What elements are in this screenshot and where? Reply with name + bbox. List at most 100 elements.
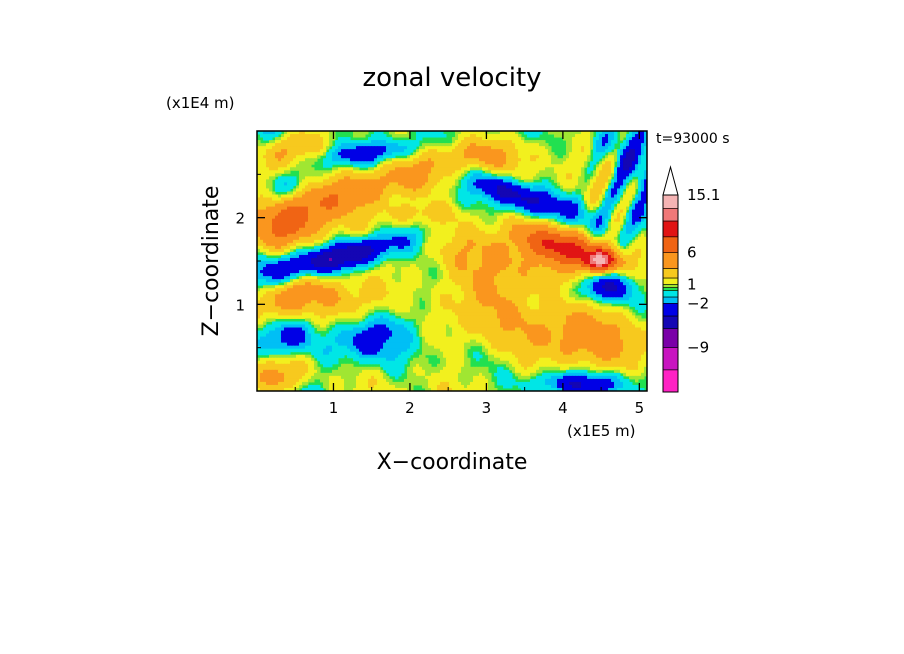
field-cell [263, 188, 267, 192]
field-cell [362, 179, 366, 183]
field-cell [587, 158, 591, 162]
field-cell [548, 170, 552, 174]
field-cell [431, 149, 435, 153]
field-cell [470, 221, 474, 226]
field-cell [449, 251, 453, 256]
field-cell [332, 179, 336, 183]
field-cell [428, 170, 432, 174]
field-cell [392, 158, 396, 162]
field-cell [509, 140, 513, 144]
field-cell [305, 194, 309, 199]
field-cell [371, 167, 375, 171]
field-cell [425, 251, 429, 256]
field-cell [515, 239, 519, 244]
field-cell [575, 215, 579, 220]
field-cell [497, 239, 501, 244]
field-cell [434, 179, 438, 183]
field-cell [620, 179, 624, 183]
field-cell [470, 137, 474, 141]
field-cell [386, 248, 390, 253]
field-cell [440, 173, 444, 177]
field-cell [605, 176, 609, 180]
field-cell [629, 215, 633, 220]
field-cell [476, 170, 480, 174]
field-cell [464, 131, 468, 135]
field-cell [584, 149, 588, 153]
field-cell [311, 209, 315, 214]
field-cell [596, 200, 600, 205]
field-cell [599, 191, 603, 195]
field-cell [503, 179, 507, 183]
field-cell [404, 179, 408, 183]
field-cell [521, 155, 525, 159]
field-cell [257, 224, 261, 229]
field-cell [557, 239, 561, 244]
field-cell [266, 203, 270, 208]
field-cell [587, 251, 591, 256]
field-cell [326, 146, 330, 150]
field-cell [458, 137, 462, 141]
field-cell [491, 176, 495, 180]
field-cell [458, 239, 462, 244]
field-cell [461, 233, 465, 238]
field-cell [299, 131, 303, 135]
field-cell [458, 167, 462, 171]
field-cell [452, 167, 456, 171]
field-cell [518, 155, 522, 159]
field-cell [467, 137, 471, 141]
field-cell [500, 143, 504, 147]
field-cell [332, 215, 336, 220]
field-cell [527, 134, 531, 138]
field-cell [596, 176, 600, 180]
field-cell [269, 245, 273, 250]
field-cell [443, 173, 447, 177]
field-cell [635, 206, 639, 211]
field-cell [404, 161, 408, 165]
field-cell [584, 251, 588, 256]
field-cell [452, 209, 456, 214]
field-cell [401, 188, 405, 192]
field-cell [335, 140, 339, 144]
field-cell [320, 200, 324, 205]
field-cell [341, 146, 345, 150]
field-cell [350, 140, 354, 144]
field-cell [572, 152, 576, 156]
field-cell [413, 251, 417, 256]
field-cell [596, 251, 600, 256]
field-cell [425, 245, 429, 250]
field-cell [275, 248, 279, 253]
field-cell [497, 251, 501, 256]
field-cell [320, 143, 324, 147]
field-cell [392, 176, 396, 180]
field-cell [344, 170, 348, 174]
field-cell [464, 233, 468, 238]
field-cell [308, 188, 312, 192]
field-cell [548, 203, 552, 208]
field-cell [440, 182, 444, 186]
field-cell [305, 206, 309, 211]
field-cell [380, 170, 384, 174]
field-cell [473, 251, 477, 256]
field-cell [344, 200, 348, 205]
field-cell [482, 218, 486, 223]
field-cell [638, 149, 642, 153]
field-cell [521, 200, 525, 205]
field-cell [530, 179, 534, 183]
field-cell [608, 170, 612, 174]
field-cell [632, 233, 636, 238]
field-cell [638, 191, 642, 195]
field-cell [401, 167, 405, 171]
field-cell [260, 176, 264, 180]
field-cell [260, 164, 264, 168]
field-cell [536, 194, 540, 199]
field-cell [422, 146, 426, 150]
field-cell [467, 161, 471, 165]
field-cell [284, 212, 288, 217]
field-cell [536, 248, 540, 253]
field-cell [371, 209, 375, 214]
field-cell [311, 167, 315, 171]
field-cell [641, 221, 645, 226]
field-cell [602, 167, 606, 171]
field-cell [503, 164, 507, 168]
field-cell [389, 221, 393, 226]
